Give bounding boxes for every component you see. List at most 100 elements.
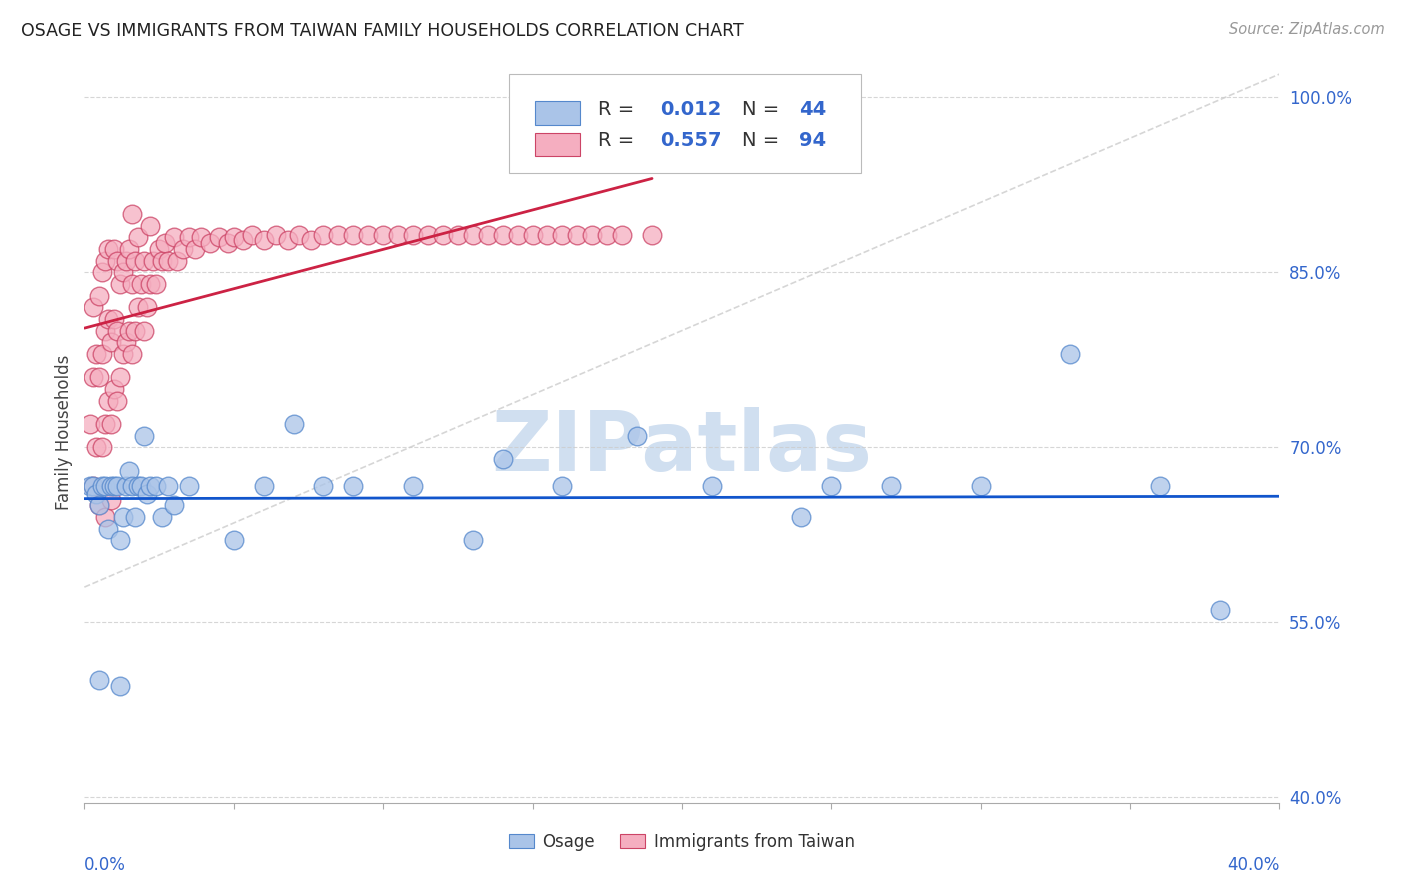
Point	[86, 440, 108, 454]
Point	[1059, 347, 1081, 361]
Point	[402, 478, 425, 492]
Point	[100, 417, 122, 431]
Point	[136, 300, 159, 314]
Point	[641, 227, 664, 242]
Point	[373, 227, 395, 242]
Point	[110, 277, 132, 291]
Point	[626, 428, 648, 442]
Point	[880, 478, 903, 492]
Point	[86, 487, 108, 501]
Point	[208, 230, 231, 244]
Point	[492, 227, 515, 242]
Point	[121, 207, 143, 221]
Point	[118, 242, 141, 256]
Point	[127, 300, 149, 314]
Point	[127, 230, 149, 244]
Point	[342, 478, 364, 492]
Point	[150, 253, 173, 268]
Text: R =: R =	[599, 130, 641, 150]
Point	[79, 417, 101, 431]
Point	[129, 478, 152, 492]
Point	[596, 227, 619, 242]
Point	[124, 253, 146, 268]
Point	[105, 324, 128, 338]
Point	[139, 478, 162, 492]
Point	[567, 227, 589, 242]
Point	[217, 236, 239, 251]
Point	[177, 230, 200, 244]
Point	[91, 440, 114, 454]
Point	[581, 227, 603, 242]
Point	[132, 428, 156, 442]
Point	[100, 492, 122, 507]
Point	[91, 478, 114, 492]
Point	[91, 347, 114, 361]
Point	[312, 478, 335, 492]
Point	[153, 236, 176, 251]
Point	[551, 478, 574, 492]
Point	[163, 230, 186, 244]
Point	[142, 253, 165, 268]
Point	[103, 242, 125, 256]
FancyBboxPatch shape	[534, 133, 581, 156]
Point	[94, 253, 117, 268]
Point	[89, 288, 111, 302]
Point	[89, 370, 111, 384]
Point	[432, 227, 454, 242]
Point	[89, 499, 111, 513]
Point	[97, 393, 120, 408]
Point	[148, 242, 170, 256]
Point	[970, 478, 993, 492]
Point	[790, 510, 813, 524]
Point	[91, 265, 114, 279]
FancyBboxPatch shape	[534, 101, 581, 125]
Point	[94, 324, 117, 338]
Point	[357, 227, 380, 242]
Point	[492, 451, 515, 466]
Point	[112, 510, 135, 524]
Point	[277, 233, 299, 247]
Point	[121, 478, 143, 492]
Point	[112, 347, 135, 361]
Point	[387, 227, 409, 242]
Point	[536, 227, 558, 242]
Point	[461, 227, 484, 242]
Text: 94: 94	[799, 130, 827, 150]
Point	[79, 478, 101, 492]
Text: 0.557: 0.557	[661, 130, 721, 150]
Point	[222, 533, 245, 548]
FancyBboxPatch shape	[509, 73, 862, 173]
Point	[342, 227, 364, 242]
Point	[94, 510, 117, 524]
Point	[506, 227, 529, 242]
Point	[328, 227, 350, 242]
Point	[110, 533, 132, 548]
Point	[86, 347, 108, 361]
Point	[94, 478, 117, 492]
Point	[184, 242, 207, 256]
Point	[132, 324, 156, 338]
Point	[700, 478, 723, 492]
Text: 44: 44	[799, 100, 827, 119]
Text: Source: ZipAtlas.com: Source: ZipAtlas.com	[1229, 22, 1385, 37]
Point	[121, 347, 143, 361]
Point	[89, 673, 111, 688]
Point	[477, 227, 499, 242]
Point	[190, 230, 212, 244]
Point	[139, 277, 162, 291]
Point	[121, 277, 143, 291]
Point	[402, 227, 425, 242]
Point	[129, 277, 152, 291]
Point	[89, 499, 111, 513]
Point	[124, 510, 146, 524]
Legend: Osage, Immigrants from Taiwan: Osage, Immigrants from Taiwan	[502, 826, 862, 857]
Point	[97, 522, 120, 536]
Point	[105, 393, 128, 408]
Point	[288, 227, 311, 242]
Point	[283, 417, 305, 431]
Point	[447, 227, 470, 242]
Point	[110, 370, 132, 384]
Y-axis label: Family Households: Family Households	[55, 355, 73, 510]
Point	[177, 478, 200, 492]
Point	[312, 227, 335, 242]
